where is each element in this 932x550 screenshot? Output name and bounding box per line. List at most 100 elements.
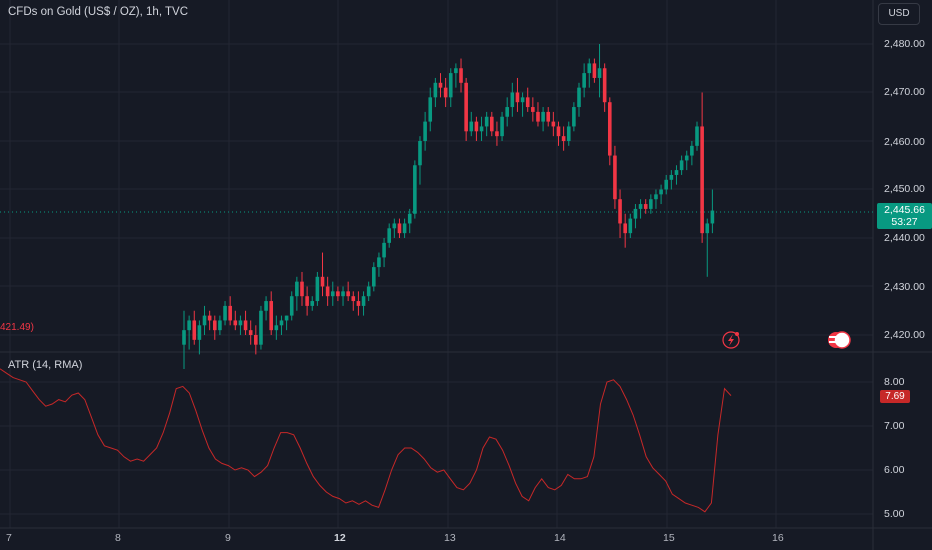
candle-body[interactable] xyxy=(490,116,494,132)
candle-body[interactable] xyxy=(341,291,345,297)
candle-body[interactable] xyxy=(679,160,684,171)
candle-body[interactable] xyxy=(572,107,576,127)
candle-body[interactable] xyxy=(649,199,653,209)
candle-body[interactable] xyxy=(351,296,356,302)
candle-body[interactable] xyxy=(459,68,463,83)
candle-body[interactable] xyxy=(592,63,597,78)
candle-body[interactable] xyxy=(397,223,402,234)
currency-button[interactable]: USD xyxy=(878,3,920,25)
candlestick-series[interactable] xyxy=(182,44,715,369)
candle-body[interactable] xyxy=(361,296,366,306)
candle-body[interactable] xyxy=(207,315,212,321)
candle-body[interactable] xyxy=(690,145,694,156)
candle-body[interactable] xyxy=(484,116,489,127)
candle-body[interactable] xyxy=(387,228,391,243)
candle-body[interactable] xyxy=(505,107,509,117)
candle-body[interactable] xyxy=(182,330,186,345)
candle-body[interactable] xyxy=(684,155,689,161)
candle-body[interactable] xyxy=(469,121,474,132)
us-flag-event-icon[interactable] xyxy=(828,331,851,349)
candle-body[interactable] xyxy=(700,126,704,234)
candle-body[interactable] xyxy=(320,276,325,287)
candle-body[interactable] xyxy=(295,281,299,297)
candle-body[interactable] xyxy=(623,223,627,234)
candle-body[interactable] xyxy=(330,291,335,297)
candle-body[interactable] xyxy=(587,63,592,74)
candle-body[interactable] xyxy=(674,170,679,175)
candle-body[interactable] xyxy=(520,97,525,103)
candle-body[interactable] xyxy=(515,92,520,103)
candle-body[interactable] xyxy=(705,223,710,234)
candle-body[interactable] xyxy=(212,320,217,331)
candle-body[interactable] xyxy=(597,68,602,78)
candle-body[interactable] xyxy=(372,267,376,287)
candle-body[interactable] xyxy=(607,102,612,156)
candle-body[interactable] xyxy=(551,121,556,127)
lightning-event-icon[interactable] xyxy=(722,331,740,349)
candle-body[interactable] xyxy=(438,82,443,88)
candle-body[interactable] xyxy=(259,310,263,345)
candle-body[interactable] xyxy=(187,320,191,331)
candle-body[interactable] xyxy=(300,281,304,297)
candle-body[interactable] xyxy=(577,87,581,108)
candle-body[interactable] xyxy=(325,286,330,297)
candle-body[interactable] xyxy=(238,320,243,326)
candle-body[interactable] xyxy=(356,301,361,306)
candle-body[interactable] xyxy=(382,242,386,258)
candle-body[interactable] xyxy=(423,121,427,141)
candle-body[interactable] xyxy=(695,126,699,146)
atr-line[interactable] xyxy=(0,368,732,513)
candle-body[interactable] xyxy=(618,199,622,224)
indicator-title[interactable]: ATR (14, RMA) xyxy=(8,359,83,371)
candle-body[interactable] xyxy=(289,296,294,316)
candle-body[interactable] xyxy=(659,189,663,195)
candle-body[interactable] xyxy=(602,68,607,103)
candle-body[interactable] xyxy=(582,73,586,88)
candle-body[interactable] xyxy=(500,116,504,137)
candle-body[interactable] xyxy=(284,315,289,321)
candle-body[interactable] xyxy=(638,204,643,209)
candle-body[interactable] xyxy=(474,121,479,132)
candle-body[interactable] xyxy=(561,136,566,141)
candle-body[interactable] xyxy=(654,194,658,200)
candle-body[interactable] xyxy=(392,223,397,229)
candle-body[interactable] xyxy=(433,82,438,98)
candle-body[interactable] xyxy=(402,223,407,234)
candle-body[interactable] xyxy=(448,73,453,98)
candle-body[interactable] xyxy=(531,107,535,112)
candle-body[interactable] xyxy=(248,330,253,335)
candle-body[interactable] xyxy=(192,320,197,340)
candle-body[interactable] xyxy=(643,204,648,209)
candle-body[interactable] xyxy=(525,97,530,108)
candle-body[interactable] xyxy=(218,320,222,331)
candle-body[interactable] xyxy=(279,320,284,326)
candle-body[interactable] xyxy=(274,325,279,331)
candle-body[interactable] xyxy=(536,111,540,122)
candle-body[interactable] xyxy=(407,213,412,224)
candle-body[interactable] xyxy=(613,155,617,200)
candle-body[interactable] xyxy=(377,257,381,268)
candle-body[interactable] xyxy=(315,276,320,302)
candle-body[interactable] xyxy=(418,141,422,166)
candle-body[interactable] xyxy=(310,301,315,306)
candle-body[interactable] xyxy=(454,68,458,74)
candle-body[interactable] xyxy=(336,291,340,297)
candle-body[interactable] xyxy=(269,301,274,331)
candle-body[interactable] xyxy=(243,320,248,331)
candle-body[interactable] xyxy=(464,82,468,132)
candle-body[interactable] xyxy=(495,131,499,137)
candle-body[interactable] xyxy=(228,305,232,321)
candle-body[interactable] xyxy=(664,179,669,190)
candle-body[interactable] xyxy=(566,126,571,141)
candle-body[interactable] xyxy=(428,97,433,122)
candle-body[interactable] xyxy=(305,296,309,306)
candle-body[interactable] xyxy=(223,305,227,321)
candle-body[interactable] xyxy=(202,315,207,326)
candle-body[interactable] xyxy=(254,335,258,345)
candle-body[interactable] xyxy=(443,87,448,98)
candle-body[interactable] xyxy=(628,218,633,234)
candle-body[interactable] xyxy=(669,174,674,180)
candle-body[interactable] xyxy=(366,286,371,297)
candle-body[interactable] xyxy=(264,301,268,311)
candle-body[interactable] xyxy=(546,111,551,122)
